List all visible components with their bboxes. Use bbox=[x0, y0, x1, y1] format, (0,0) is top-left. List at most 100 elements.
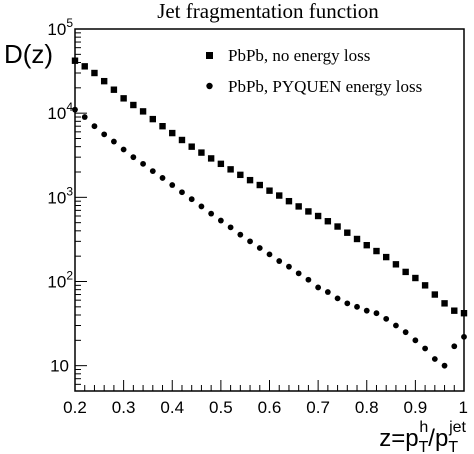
series-0-point-32 bbox=[383, 253, 390, 261]
series-1-point-29 bbox=[354, 303, 360, 310]
series-1-point-1 bbox=[81, 114, 88, 120]
series-0-point-37 bbox=[431, 291, 439, 298]
legend: PbPb, no energy loss PbPb, PYQUEN energy… bbox=[206, 46, 422, 96]
series-1-point-21 bbox=[276, 258, 283, 264]
series-0-point-4 bbox=[110, 86, 118, 93]
series-1-point-23 bbox=[295, 270, 302, 277]
legend-marker-no-energy-loss bbox=[206, 52, 213, 59]
legend-label-pyquen: PbPb, PYQUEN energy loss bbox=[228, 77, 422, 96]
x-label-sup2: jet bbox=[448, 419, 466, 436]
series-0-point-2 bbox=[91, 69, 98, 77]
y-tick-label-2: 103 bbox=[47, 184, 73, 207]
series-1-point-16 bbox=[227, 224, 234, 231]
series-0-point-34 bbox=[402, 268, 409, 276]
series-1-point-35 bbox=[412, 337, 419, 344]
series-1-point-12 bbox=[188, 196, 195, 203]
series-0-point-36 bbox=[421, 282, 429, 289]
series-0-point-24 bbox=[305, 208, 312, 215]
series-1-point-37 bbox=[431, 356, 438, 362]
legend-label-no-energy-loss: PbPb, no energy loss bbox=[228, 46, 370, 65]
series-0-point-22 bbox=[285, 197, 293, 205]
legend-marker-pyquen bbox=[206, 82, 213, 90]
x-label-sub1: T bbox=[419, 439, 429, 454]
y-axis-ticks: 10 102 103 104 105 bbox=[47, 16, 87, 392]
series-0-point-21 bbox=[276, 192, 283, 199]
series-0-point-20 bbox=[266, 187, 273, 194]
series-0-point-3 bbox=[100, 77, 108, 85]
series-1-point-34 bbox=[402, 329, 409, 336]
series-1-point-2 bbox=[91, 123, 98, 130]
series-1-point-15 bbox=[217, 217, 224, 224]
series-0-point-16 bbox=[227, 166, 234, 173]
series-1-point-25 bbox=[315, 284, 322, 291]
series-1-point-31 bbox=[373, 310, 380, 317]
series-1-point-8 bbox=[149, 168, 156, 174]
x-axis-label: z=pTh/pTjet bbox=[379, 419, 466, 454]
x-axis-ticks: 0.2 0.3 0.4 0.5 0.6 0.7 0.8 0.9 1 bbox=[63, 380, 468, 417]
series-1-point-22 bbox=[286, 263, 292, 270]
series-1-point-36 bbox=[422, 345, 428, 352]
y-axis-label: D(z) bbox=[4, 39, 53, 69]
series-0-point-29 bbox=[353, 235, 361, 243]
series-0-point-9 bbox=[159, 123, 166, 130]
series-0-point-19 bbox=[256, 181, 263, 189]
series-1-point-26 bbox=[324, 289, 331, 295]
series-1-point-7 bbox=[140, 160, 146, 167]
series-1-point-5 bbox=[120, 146, 127, 153]
series-1-point-17 bbox=[237, 231, 244, 238]
series-1-point-13 bbox=[198, 203, 205, 210]
series-1-point-32 bbox=[383, 315, 390, 322]
series-0-point-27 bbox=[334, 223, 341, 230]
series-1-point-19 bbox=[256, 245, 263, 251]
y-tick-label-4: 105 bbox=[47, 16, 73, 39]
series-0-point-23 bbox=[295, 203, 302, 210]
series-0-point-35 bbox=[412, 274, 419, 282]
series-1-point-20 bbox=[266, 251, 273, 258]
series-1-point-39 bbox=[451, 343, 458, 350]
series-0-point-30 bbox=[363, 241, 370, 249]
series-0-point-6 bbox=[130, 101, 137, 109]
x-tick-label-2: 0.4 bbox=[160, 398, 184, 417]
series-0-point-28 bbox=[344, 229, 351, 236]
x-tick-label-6: 0.8 bbox=[355, 398, 379, 417]
y-axis-label-text: D(z) bbox=[4, 39, 53, 69]
series-1-point-9 bbox=[159, 175, 166, 181]
x-tick-label-3: 0.5 bbox=[209, 398, 233, 417]
series-0-point-17 bbox=[237, 171, 244, 179]
series-0-point-13 bbox=[198, 149, 205, 156]
series-1-point-6 bbox=[130, 154, 137, 161]
x-label-sub2: T bbox=[448, 439, 458, 454]
series-1-point-38 bbox=[441, 362, 448, 369]
x-tick-label-4: 0.6 bbox=[258, 398, 282, 417]
series-1-point-30 bbox=[363, 307, 370, 314]
series-0-point-14 bbox=[207, 155, 215, 162]
series-1-point-24 bbox=[305, 276, 312, 283]
series-0-point-25 bbox=[314, 212, 322, 220]
series-0-point-11 bbox=[178, 136, 186, 144]
series-0-point-31 bbox=[373, 247, 380, 255]
x-label-sup1: h bbox=[419, 419, 428, 436]
series-0-point-12 bbox=[188, 143, 195, 150]
x-tick-label-5: 0.7 bbox=[306, 398, 330, 417]
series-0-point-33 bbox=[392, 261, 400, 268]
series-0-point-15 bbox=[217, 160, 225, 168]
series-1-point-14 bbox=[208, 210, 215, 217]
x-label-slash: /p bbox=[428, 425, 448, 452]
y-tick-label-3: 104 bbox=[47, 100, 73, 123]
x-tick-label-1: 0.3 bbox=[112, 398, 136, 417]
series-1-point-4 bbox=[111, 138, 117, 145]
chart-title: Jet fragmentation function bbox=[157, 0, 379, 23]
x-tick-label-0: 0.2 bbox=[63, 398, 87, 417]
series-0-point-7 bbox=[139, 108, 147, 115]
series-1-point-27 bbox=[334, 295, 341, 302]
series-0-point-5 bbox=[120, 95, 127, 102]
series-1-point-18 bbox=[247, 238, 253, 245]
x-tick-label-7: 0.9 bbox=[404, 398, 428, 417]
series-1-point-28 bbox=[344, 300, 351, 307]
series-1-point-3 bbox=[101, 131, 108, 138]
series-1-point-11 bbox=[179, 189, 185, 196]
y-tick-label-1: 102 bbox=[47, 268, 73, 291]
y-tick-label-0: 10 bbox=[50, 357, 69, 376]
